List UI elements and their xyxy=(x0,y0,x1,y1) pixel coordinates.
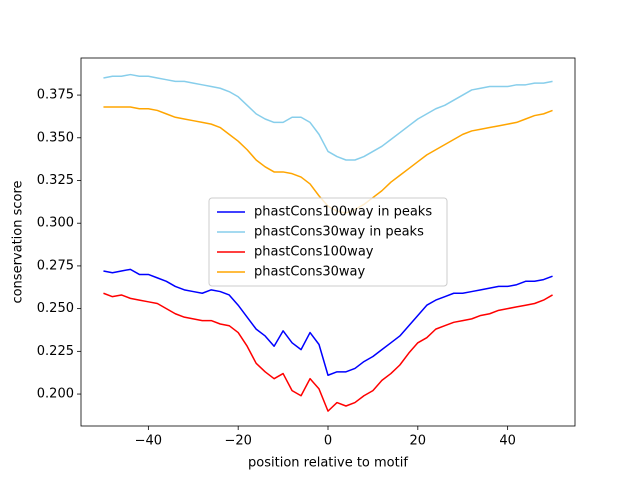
y-axis-label: conservation score xyxy=(11,180,26,303)
series-line xyxy=(103,268,553,377)
legend-label: phastCons30way in peaks xyxy=(254,225,424,240)
x-tick-label: 20 xyxy=(410,434,427,449)
y-tick-label: 0.300 xyxy=(37,216,74,231)
legend-box xyxy=(208,197,448,287)
legend-label: phastCons100way xyxy=(254,245,374,260)
legend-label: phastCons30way xyxy=(254,265,366,280)
legend-label: phastCons100way in peaks xyxy=(254,205,432,220)
y-tick-label: 0.275 xyxy=(37,258,74,273)
x-tick-label: −20 xyxy=(224,434,251,449)
x-axis-label: position relative to motif xyxy=(248,456,408,471)
series-line xyxy=(103,292,553,412)
y-tick-label: 0.350 xyxy=(37,130,74,145)
y-tick-label: 0.225 xyxy=(37,344,74,359)
axes-frame xyxy=(80,57,576,427)
y-tick-label: 0.325 xyxy=(37,173,74,188)
x-tick-label: 0 xyxy=(324,434,332,449)
legend: phastCons100way in peaks phastCons30way i… xyxy=(208,197,448,287)
series-line xyxy=(103,73,553,161)
x-tick-label: 40 xyxy=(499,434,516,449)
y-tick-label: 0.250 xyxy=(37,301,74,316)
y-tick-label: 0.200 xyxy=(37,387,74,402)
x-tick-label: −40 xyxy=(135,434,162,449)
y-tick-label: 0.375 xyxy=(37,88,74,103)
